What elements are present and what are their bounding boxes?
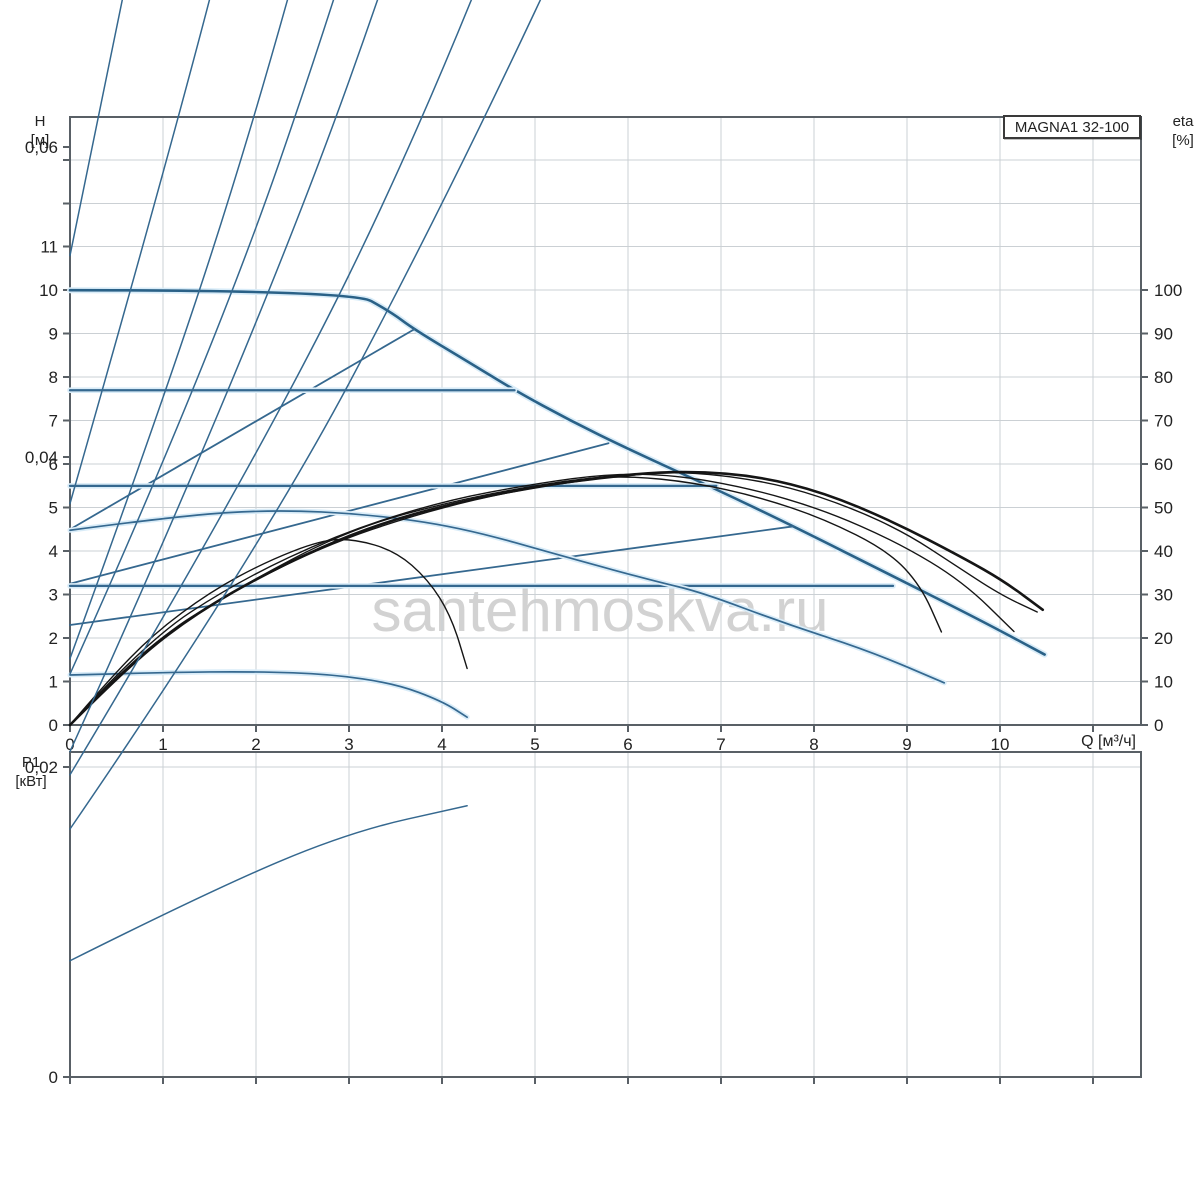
eta-axis-unit: [%] — [1172, 132, 1194, 149]
svg-text:8: 8 — [809, 735, 818, 754]
min-curve-halo — [67, 669, 470, 720]
eta-curve-max — [68, 470, 1045, 727]
speed-curve — [69, 510, 946, 684]
p1-curve-3 — [69, 0, 211, 505]
eta-curve-2 — [69, 473, 1015, 726]
svg-text:9: 9 — [49, 325, 58, 344]
svg-text:100: 100 — [1154, 281, 1182, 300]
svg-text:7: 7 — [716, 735, 725, 754]
p1-curve-min — [69, 805, 468, 962]
max-constant-curve — [68, 288, 1046, 656]
svg-text:2: 2 — [251, 735, 260, 754]
svg-text:80: 80 — [1154, 368, 1173, 387]
svg-text:10: 10 — [39, 281, 58, 300]
p1-curve-4 — [69, 0, 289, 660]
eta-axis-label: eta — [1172, 113, 1194, 130]
svg-text:50: 50 — [1154, 499, 1173, 518]
pump-model-label: MAGNA1 32-100 — [1014, 118, 1130, 136]
svg-text:11: 11 — [40, 238, 58, 257]
svg-text:0: 0 — [65, 735, 74, 754]
svg-text:8: 8 — [49, 368, 58, 387]
svg-text:5: 5 — [49, 499, 58, 518]
svg-text:90: 90 — [1154, 325, 1173, 344]
svg-text:0: 0 — [1154, 716, 1163, 735]
min-curve — [69, 671, 468, 719]
q-axis-title: Q [м³/ч] — [1081, 733, 1136, 750]
svg-text:3: 3 — [344, 735, 353, 754]
p1-axis-unit: [кВт] — [15, 773, 47, 790]
svg-text:5: 5 — [530, 735, 539, 754]
p1-axis-title: P1 [кВт] — [0, 753, 62, 791]
svg-text:1: 1 — [158, 735, 167, 754]
svg-text:0: 0 — [49, 716, 58, 735]
eta-curve-3 — [69, 472, 1038, 726]
h-axis-label: H — [34, 113, 46, 130]
svg-text:0: 0 — [49, 1068, 58, 1087]
h-axis-unit: [м] — [30, 132, 50, 149]
h-axis-title: H [м] — [20, 112, 60, 150]
svg-text:60: 60 — [1154, 455, 1173, 474]
svg-text:10: 10 — [991, 735, 1010, 754]
svg-text:6: 6 — [49, 455, 58, 474]
p1-curve-mid — [69, 0, 542, 830]
svg-text:6: 6 — [623, 735, 632, 754]
svg-text:1: 1 — [49, 673, 58, 692]
svg-text:30: 30 — [1154, 586, 1173, 605]
svg-text:4: 4 — [49, 542, 58, 561]
svg-text:40: 40 — [1154, 542, 1173, 561]
svg-text:0,04: 0,04 — [25, 448, 58, 467]
svg-text:2: 2 — [49, 629, 58, 648]
svg-text:20: 20 — [1154, 629, 1173, 648]
svg-text:3: 3 — [49, 586, 58, 605]
p1-curve-2 — [69, 0, 124, 257]
p1-axis-label: P1 — [21, 754, 41, 771]
prop-pressure-line-3 — [69, 525, 795, 626]
eta-curve-min — [69, 538, 468, 726]
eta-axis-title: eta [%] — [1163, 112, 1200, 150]
p1-curve-5 — [69, 0, 335, 675]
svg-text:9: 9 — [902, 735, 911, 754]
svg-text:0,02: 0,02 — [25, 758, 58, 777]
svg-text:4: 4 — [437, 735, 446, 754]
prop-pressure-line-1 — [69, 328, 415, 531]
p1-curve-7 — [69, 0, 473, 776]
svg-text:7: 7 — [49, 412, 58, 431]
eta-curve-4 — [69, 476, 943, 726]
svg-text:0,06: 0,06 — [25, 138, 58, 157]
p1-curve-6 — [69, 0, 379, 753]
max-constant-curve-halo — [67, 287, 1048, 658]
svg-text:70: 70 — [1154, 412, 1173, 431]
pump-model-badge: MAGNA1 32-100 — [1003, 115, 1141, 139]
svg-text:10: 10 — [1154, 673, 1173, 692]
